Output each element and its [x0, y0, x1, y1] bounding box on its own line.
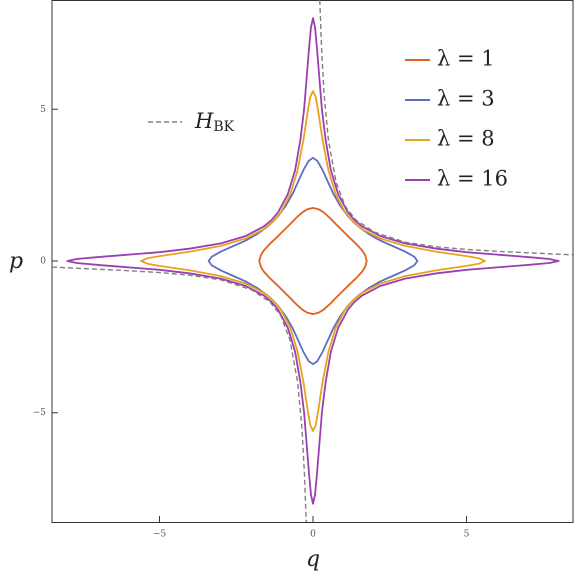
y-tick-label: 0: [40, 257, 46, 267]
legend-label: HBK: [194, 109, 235, 136]
legend-label: λ = 16: [437, 167, 508, 191]
curve: [140, 90, 486, 432]
x-axis-label: q: [306, 547, 320, 572]
x-tick-label: −5: [153, 530, 167, 540]
curve: [258, 206, 368, 316]
legend-label-subscript: BK: [213, 119, 234, 135]
plot-frame: [51, 0, 574, 523]
x-tick-label: 5: [464, 530, 470, 540]
x-tick-label: 0: [310, 530, 316, 540]
curve: [207, 156, 419, 366]
y-axis-label: p: [9, 249, 23, 274]
legend-label: λ = 3: [437, 87, 495, 111]
dashed-curve: [51, 0, 575, 523]
curve: [66, 17, 560, 505]
y-tick-label: 5: [40, 105, 46, 115]
legend-label-main: H: [194, 109, 214, 133]
y-tick-label: −5: [33, 408, 47, 418]
legend-label: λ = 8: [437, 127, 495, 151]
legend-label: λ = 1: [437, 47, 495, 71]
